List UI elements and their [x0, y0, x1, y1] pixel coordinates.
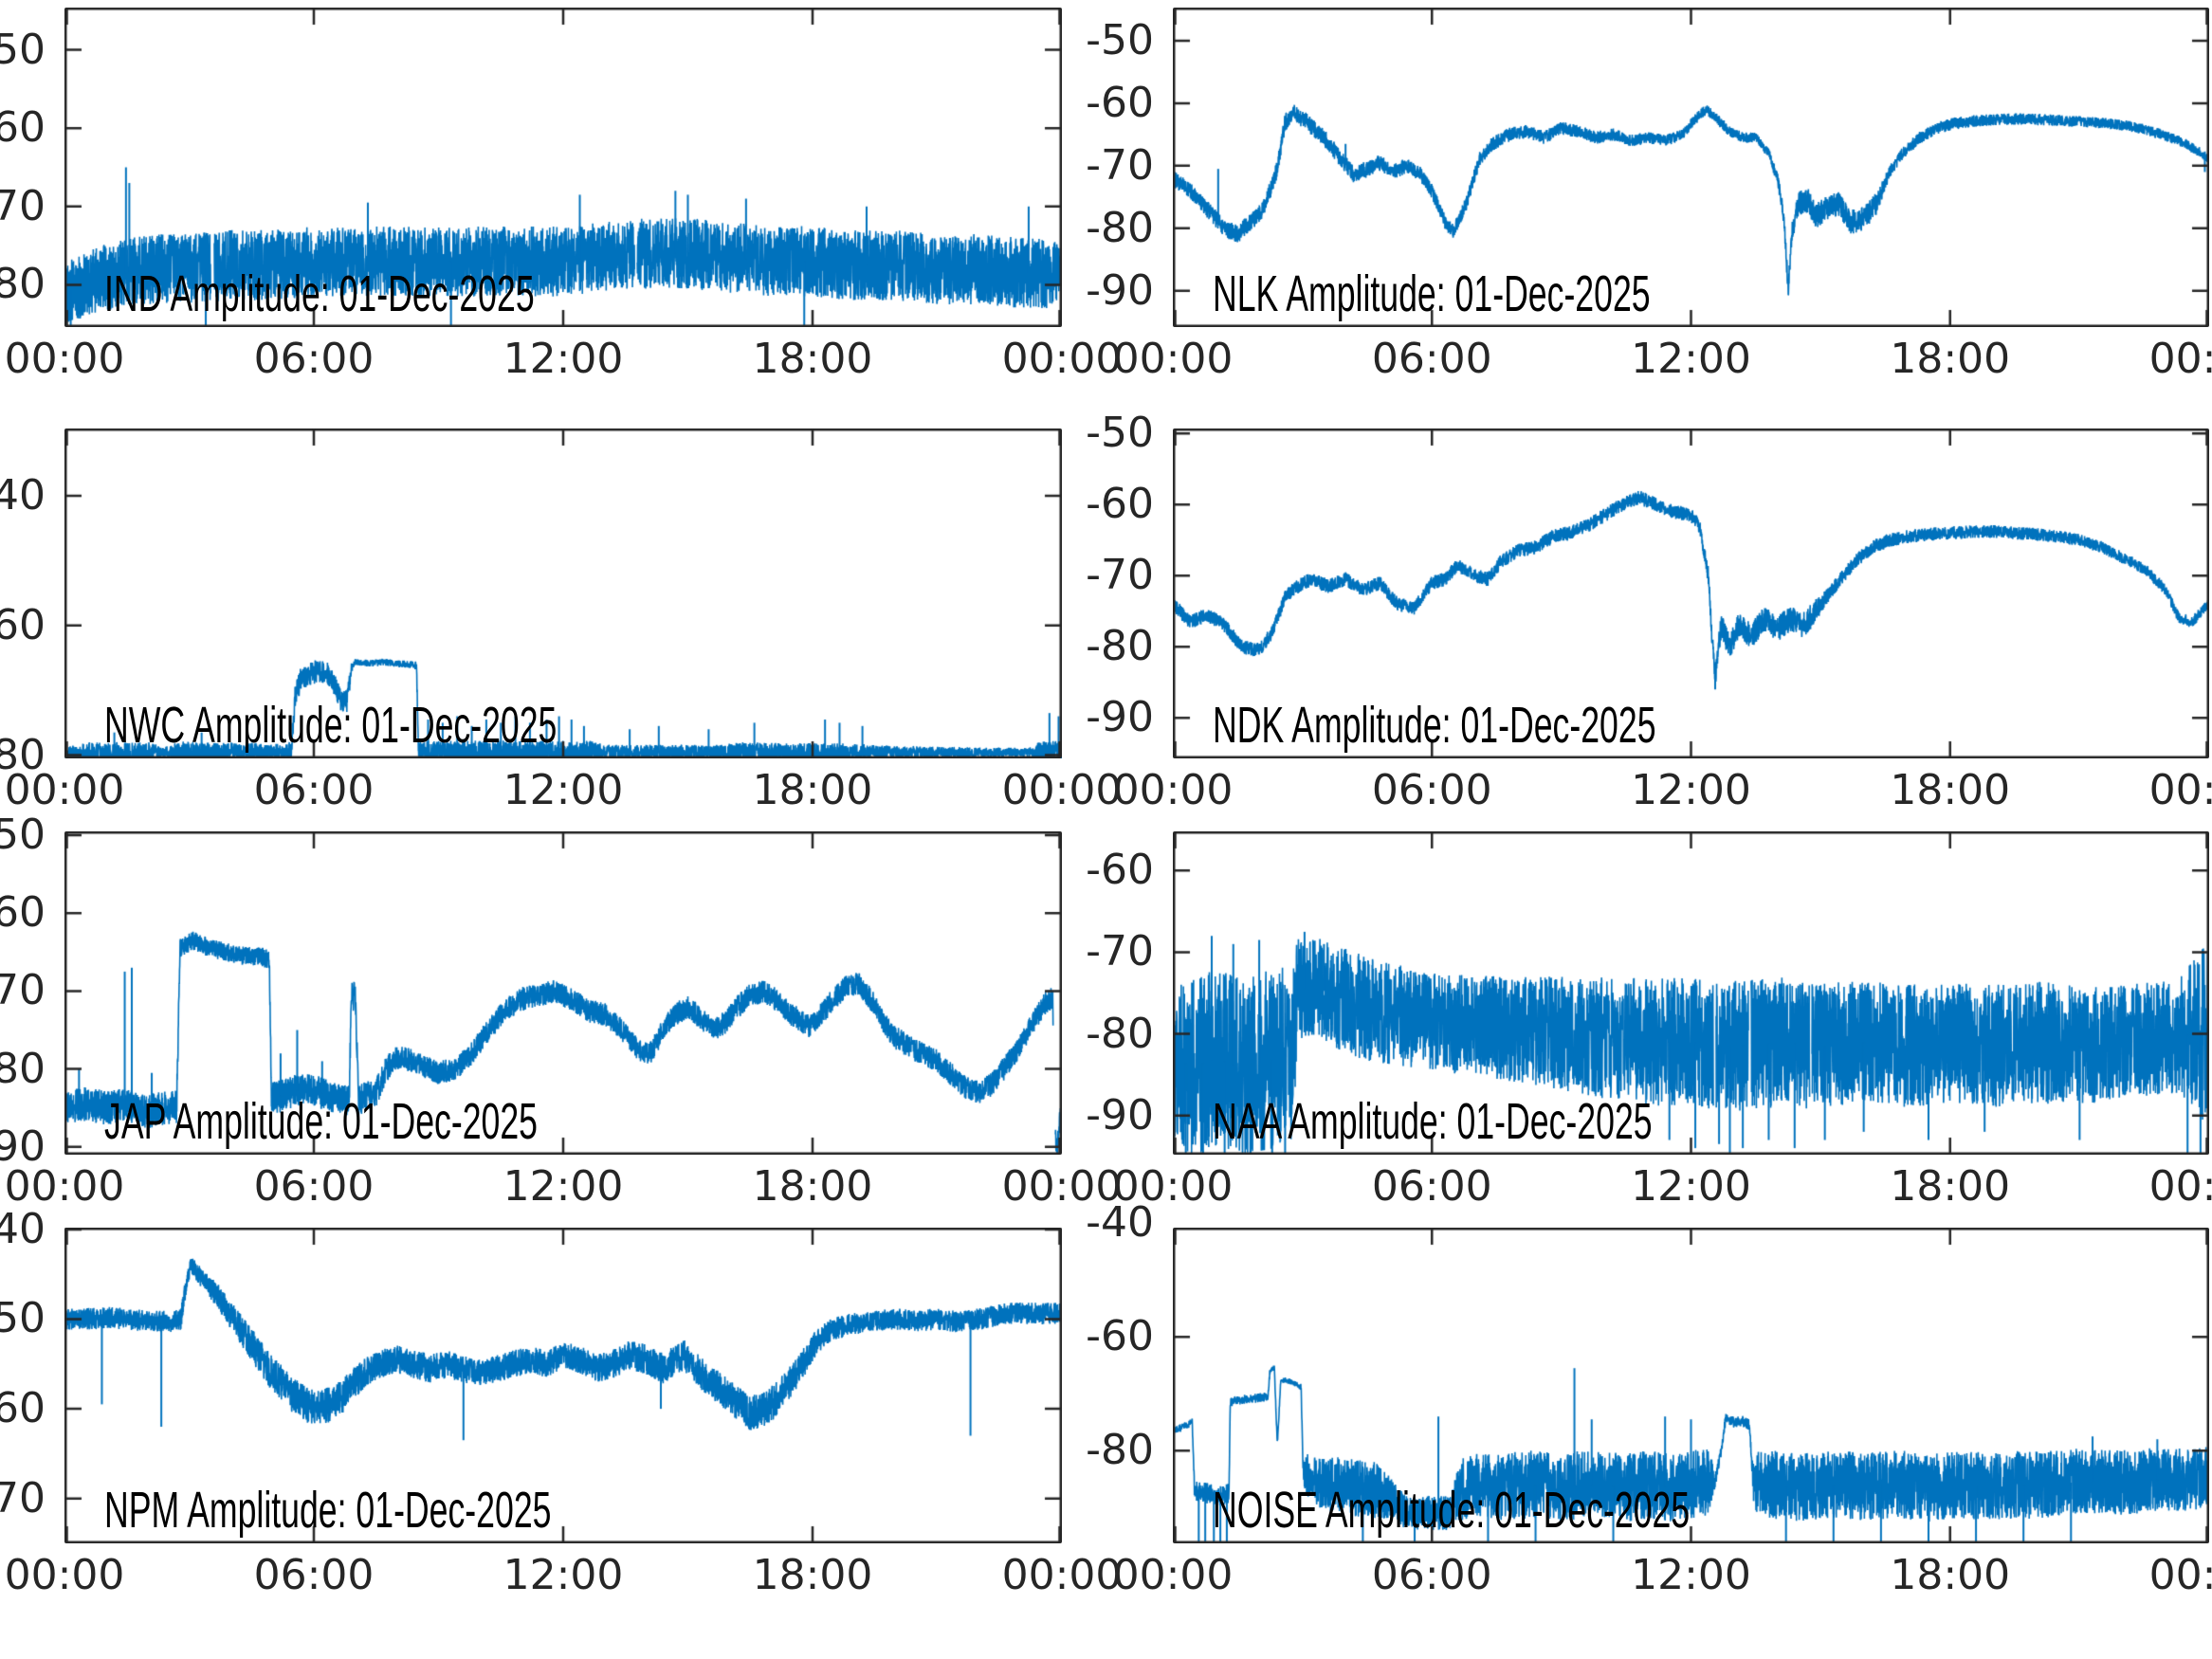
y-tick-label: -80: [1086, 622, 1154, 671]
signal-canvas-NPM: [64, 1228, 1062, 1543]
x-tick-label: 12:00: [503, 1551, 624, 1599]
x-tick-label: 00:00: [1112, 335, 1234, 383]
x-tick-label: 12:00: [1631, 766, 1751, 814]
y-tick-label: -60: [1086, 846, 1154, 895]
signal-canvas-NLK: [1173, 8, 2209, 327]
y-tick-label: 60: [0, 103, 46, 153]
x-tick-label: 00:00: [2148, 1551, 2212, 1599]
y-tick-label: -80: [1086, 203, 1154, 252]
y-tick-label: -60: [1086, 480, 1154, 529]
signal-canvas-NWC: [64, 428, 1062, 758]
y-tick-label: 90: [0, 1121, 46, 1171]
y-tick-label: -70: [1086, 927, 1154, 976]
x-tick-label: 18:00: [752, 335, 873, 383]
x-tick-label: 18:00: [752, 766, 873, 814]
x-tick-label: 06:00: [1371, 1551, 1492, 1599]
y-tick-label: 70: [0, 966, 46, 1015]
y-tick-label: -90: [1086, 265, 1154, 315]
x-tick-label: 06:00: [1371, 1162, 1492, 1211]
y-tick-label: 40: [0, 471, 46, 520]
x-tick-label: 00:00: [2148, 1162, 2212, 1211]
x-tick-label: 06:00: [253, 1551, 375, 1599]
x-tick-label: 00:00: [1001, 1162, 1123, 1211]
x-tick-label: 00:00: [1001, 335, 1123, 383]
x-tick-label: 12:00: [503, 1162, 624, 1211]
y-tick-label: 70: [0, 181, 46, 230]
y-tick-label: -90: [1086, 693, 1154, 742]
y-tick-label: -80: [1086, 1009, 1154, 1058]
y-tick-label: -80: [1086, 1426, 1154, 1475]
x-tick-label: 00:00: [1112, 1551, 1234, 1599]
plot-title-NDK: NDK Amplitude: 01-Dec-2025: [1213, 697, 1656, 754]
y-tick-label: 40: [0, 1204, 46, 1253]
y-tick-label: -50: [1086, 15, 1154, 64]
y-tick-label: 60: [0, 888, 46, 938]
x-tick-label: 18:00: [752, 1162, 873, 1211]
y-tick-label: 50: [0, 811, 46, 860]
y-tick-label: -60: [1086, 78, 1154, 127]
x-tick-label: 00:00: [1112, 1162, 1234, 1211]
plot-title-NWC: NWC Amplitude: 01-Dec-2025: [104, 697, 558, 754]
plot-title-IND: IND Amplitude: 01-Dec-2025: [104, 265, 535, 322]
y-tick-label: 80: [0, 730, 46, 779]
y-tick-label: -60: [1086, 1312, 1154, 1361]
x-tick-label: 12:00: [503, 766, 624, 814]
x-tick-label: 00:00: [1001, 766, 1123, 814]
x-tick-label: 12:00: [503, 335, 624, 383]
signal-canvas-NDK: [1173, 428, 2209, 758]
plot-title-NOISE: NOISE Amplitude: 01-Dec-2025: [1213, 1482, 1691, 1539]
signal-canvas-NOISE: [1173, 1228, 2209, 1543]
plot-title-NLK: NLK Amplitude: 01-Dec-2025: [1213, 265, 1651, 322]
signal-canvas-IND: [64, 8, 1062, 327]
x-tick-label: 00:00: [1112, 766, 1234, 814]
y-tick-label: -50: [1086, 409, 1154, 458]
y-tick-label: -40: [1086, 1198, 1154, 1248]
x-tick-label: 12:00: [1631, 1551, 1751, 1599]
x-tick-label: 06:00: [253, 766, 375, 814]
y-tick-label: 80: [0, 1044, 46, 1093]
x-tick-label: 18:00: [1890, 1162, 2011, 1211]
signal-canvas-JAP: [64, 831, 1062, 1155]
x-tick-label: 12:00: [1631, 1162, 1751, 1211]
x-tick-label: 06:00: [253, 335, 375, 383]
x-tick-label: 12:00: [1631, 335, 1751, 383]
x-tick-label: 06:00: [253, 1162, 375, 1211]
x-tick-label: 18:00: [1890, 1551, 2011, 1599]
x-tick-label: 18:00: [1890, 766, 2011, 814]
x-tick-label: 18:00: [1890, 335, 2011, 383]
x-tick-label: 00:00: [1001, 1551, 1123, 1599]
x-tick-label: 00:00: [4, 766, 125, 814]
x-tick-label: 18:00: [752, 1551, 873, 1599]
y-tick-label: 80: [0, 260, 46, 309]
y-tick-label: 60: [0, 1384, 46, 1433]
y-tick-label: -70: [1086, 551, 1154, 600]
plot-title-JAP: JAP Amplitude: 01-Dec-2025: [104, 1093, 538, 1150]
plot-title-NAA: NAA Amplitude: 01-Dec-2025: [1213, 1093, 1653, 1150]
y-tick-label: 50: [0, 1294, 46, 1343]
plot-title-NPM: NPM Amplitude: 01-Dec-2025: [104, 1482, 552, 1539]
signal-canvas-NAA: [1173, 831, 2209, 1155]
x-tick-label: 00:00: [2148, 335, 2212, 383]
x-tick-label: 06:00: [1371, 335, 1492, 383]
y-tick-label: 50: [0, 25, 46, 74]
x-tick-label: 00:00: [4, 1162, 125, 1211]
y-tick-label: -90: [1086, 1090, 1154, 1139]
x-tick-label: 00:00: [4, 1551, 125, 1599]
y-tick-label: 60: [0, 600, 46, 649]
x-tick-label: 06:00: [1371, 766, 1492, 814]
x-tick-label: 00:00: [4, 335, 125, 383]
y-tick-label: -70: [1086, 140, 1154, 190]
y-tick-label: 70: [0, 1473, 46, 1522]
x-tick-label: 00:00: [2148, 766, 2212, 814]
